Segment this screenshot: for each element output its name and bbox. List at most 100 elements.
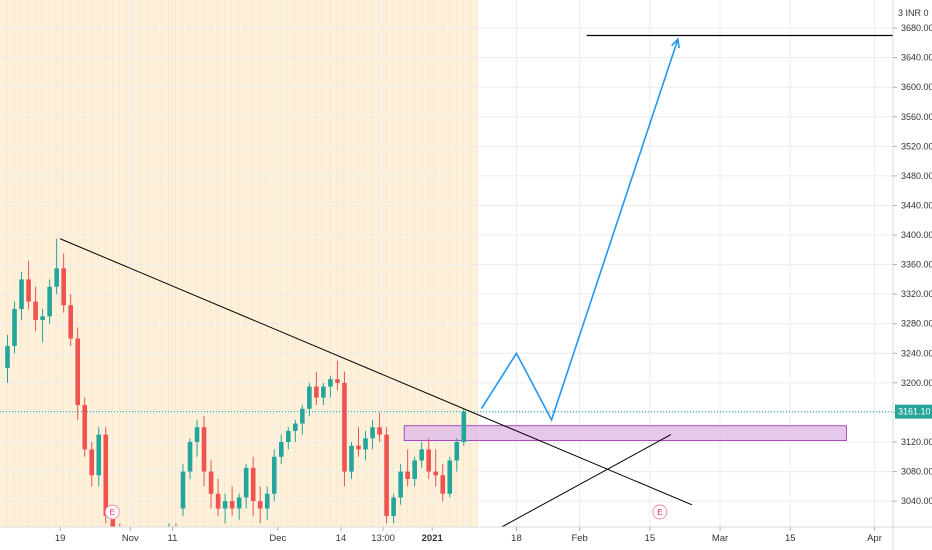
session-shading	[0, 0, 478, 527]
x-tick-label: 15	[785, 533, 796, 544]
candle-body	[447, 460, 453, 494]
candle-body	[229, 501, 235, 509]
candle-body	[236, 497, 242, 509]
y-tick-label: 3640.00	[901, 53, 932, 63]
candle-body	[307, 386, 312, 409]
candle-body	[384, 434, 389, 516]
candle-body	[215, 493, 221, 509]
y-tick-label: 3680.00	[901, 23, 932, 33]
x-tick-label: 18	[511, 533, 522, 544]
y-tick-label: 3240.00	[901, 348, 932, 358]
candle-body	[314, 386, 319, 398]
candle-body	[278, 442, 284, 457]
earnings-marker-label: E	[657, 508, 662, 517]
currency-label: 3 INR 0	[898, 8, 929, 18]
earnings-marker	[652, 504, 668, 520]
y-tick-label: 3040.00	[901, 496, 932, 506]
candle-body	[96, 434, 102, 476]
candle-body	[201, 427, 207, 472]
x-tick-label: 11	[168, 533, 178, 544]
candle-body	[250, 467, 256, 502]
candle-body	[243, 467, 249, 498]
projection-arrowhead	[671, 37, 680, 49]
candle-body	[54, 268, 59, 287]
x-tick-label: Dec	[269, 533, 286, 544]
x-tick-label: Mar	[712, 533, 728, 544]
current-price-tag	[895, 404, 932, 419]
candle-body	[321, 386, 326, 398]
candle-body	[194, 427, 200, 442]
y-tick-label: 3520.00	[901, 141, 932, 151]
y-tick-label: 3440.00	[901, 200, 932, 210]
candle-body	[363, 438, 368, 450]
x-tick-label: 13:00	[371, 533, 395, 544]
y-tick-label: 3280.00	[901, 319, 932, 329]
earnings-marker-label: E	[110, 508, 115, 517]
y-tick-label: 3560.00	[901, 112, 932, 122]
candle-body	[75, 338, 80, 406]
candle-body	[405, 471, 410, 479]
candle-body	[47, 286, 52, 317]
price-axis[interactable]: 3040.003080.003120.003160.003200.003240.…	[892, 0, 932, 550]
candle-body	[208, 471, 214, 494]
candle-body	[257, 501, 263, 509]
x-tick-label: Apr	[867, 533, 882, 544]
candles	[5, 238, 467, 527]
current-price-label: 3161.10	[898, 407, 931, 417]
candle-body	[19, 279, 24, 309]
candle-body	[461, 411, 467, 442]
candle-body	[419, 449, 424, 461]
candle-body	[82, 405, 88, 450]
y-tick-label: 3400.00	[901, 230, 932, 240]
y-tick-label: 3360.00	[901, 260, 932, 270]
candle-body	[454, 442, 460, 461]
candle-body	[5, 345, 10, 369]
candle-body	[68, 305, 73, 339]
x-tick-label: Nov	[122, 533, 139, 544]
candle-body	[433, 471, 439, 476]
x-tick-label: 2021	[422, 533, 444, 544]
candle-body	[180, 471, 186, 509]
candle-body	[271, 456, 277, 494]
projection-path	[480, 38, 679, 422]
y-tick-label: 3200.00	[901, 378, 932, 388]
grid	[0, 0, 893, 527]
candle-body	[426, 449, 431, 472]
trendline	[500, 434, 672, 527]
candle-body	[103, 434, 109, 516]
candle-body	[222, 501, 228, 509]
x-tick-label: 14	[336, 533, 347, 544]
candle-body	[33, 301, 38, 321]
candle-body	[12, 308, 17, 346]
earnings-marker	[104, 504, 120, 520]
candle-body	[264, 493, 270, 509]
candle-body	[89, 449, 95, 476]
demand-zone-rect	[403, 425, 847, 441]
candle-body	[356, 445, 361, 450]
x-tick-label: 19	[55, 533, 66, 544]
candle-body	[187, 442, 193, 472]
candle-body	[440, 475, 446, 494]
candle-body	[40, 316, 45, 321]
x-tick-label: 15	[645, 533, 656, 544]
candle-body	[412, 460, 417, 479]
candle-body	[61, 268, 66, 306]
y-tick-label: 3120.00	[901, 437, 932, 447]
candle-body	[328, 379, 333, 387]
candle-body	[110, 515, 116, 527]
candle-body	[300, 408, 305, 424]
demand-zone[interactable]	[403, 425, 847, 441]
candle-body	[398, 471, 403, 498]
candle-body	[293, 423, 298, 431]
candle-body	[391, 497, 396, 516]
candle-body	[26, 279, 31, 302]
candle-body	[349, 445, 354, 472]
time-axis[interactable]: 19 Nov 11 Dec 14 13:00 2021 18 Feb 15 Mar 15 Apr	[0, 526, 932, 544]
x-tick-label: Feb	[571, 533, 587, 544]
candle-body	[286, 430, 291, 442]
trendline	[59, 238, 693, 506]
candle-body	[335, 379, 340, 383]
y-tick-label: 3320.00	[901, 289, 932, 299]
